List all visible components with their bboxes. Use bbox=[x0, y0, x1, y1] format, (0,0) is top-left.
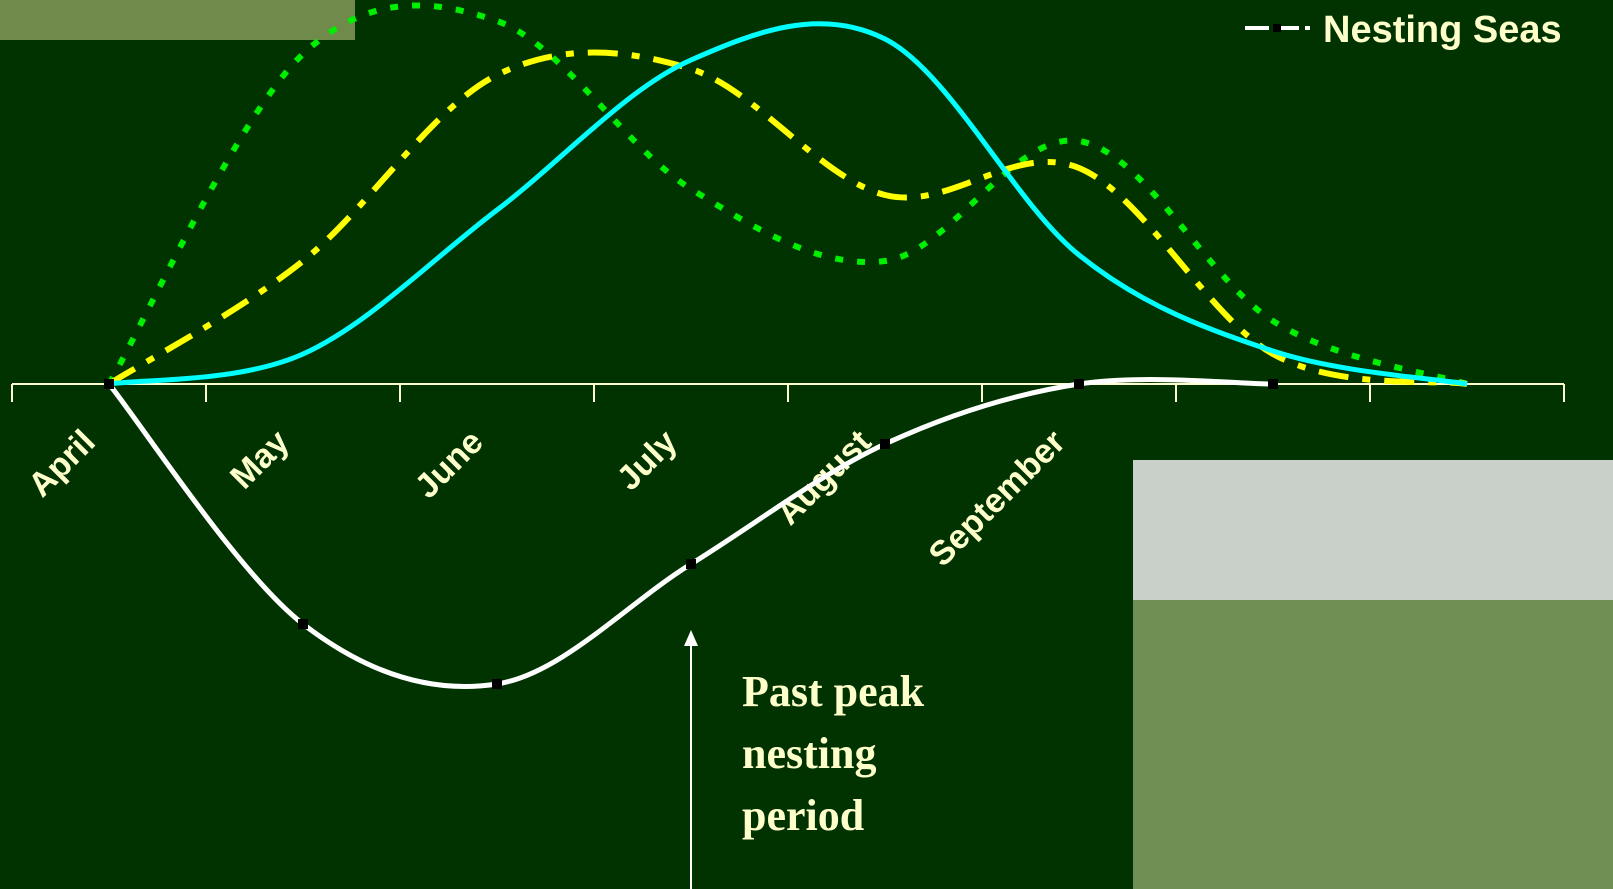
point-marker bbox=[1074, 379, 1084, 389]
point-marker bbox=[686, 559, 696, 569]
x-tick-label: April bbox=[21, 423, 103, 505]
point-marker bbox=[492, 679, 502, 689]
x-tick-label: June bbox=[408, 423, 491, 506]
point-marker bbox=[298, 619, 308, 629]
page: {"chart_data": {"type": "line", "categor… bbox=[0, 0, 1613, 889]
annotation-line: Past peak bbox=[742, 667, 925, 716]
annotation-line: nesting bbox=[742, 729, 876, 778]
x-tick-label: September bbox=[922, 423, 1073, 574]
photo-grass bbox=[0, 0, 355, 40]
x-tick-label: May bbox=[223, 423, 297, 497]
point-marker bbox=[880, 439, 890, 449]
series-line bbox=[109, 53, 1467, 385]
series-line bbox=[109, 5, 1467, 384]
chart: Past peak nesting period Nesting Seas Ap… bbox=[0, 0, 1613, 889]
legend-label: Nesting Seas bbox=[1323, 9, 1562, 51]
point-marker bbox=[1268, 379, 1278, 389]
photo-sky bbox=[1133, 460, 1613, 600]
point-marker bbox=[104, 379, 114, 389]
arrow-head bbox=[684, 630, 698, 646]
series-line bbox=[109, 24, 1467, 384]
x-tick-label: July bbox=[610, 423, 685, 498]
annotation-line: period bbox=[742, 791, 864, 840]
legend-marker bbox=[1273, 24, 1281, 32]
